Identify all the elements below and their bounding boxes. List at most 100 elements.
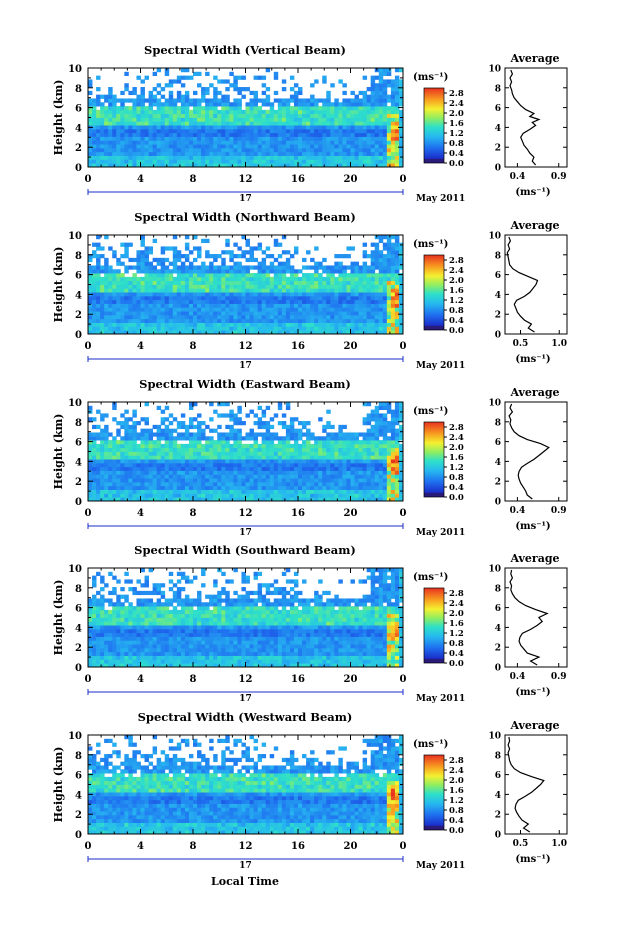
heatmap-cell xyxy=(351,152,355,156)
heatmap-cell xyxy=(88,152,92,156)
heatmap-cell xyxy=(116,311,120,315)
heatmap-cell xyxy=(387,410,391,414)
heatmap-cell xyxy=(262,304,266,308)
heatmap-cell xyxy=(145,265,149,269)
heatmap-cell xyxy=(92,304,96,308)
heatmap-cell xyxy=(177,448,181,452)
heatmap-cell xyxy=(290,118,294,122)
heatmap-cell xyxy=(383,467,387,471)
heatmap-cell xyxy=(266,459,270,463)
heatmap-cell xyxy=(371,459,375,463)
heatmap-cell xyxy=(270,102,274,106)
heatmap-cell xyxy=(221,288,225,292)
heatmap-cell xyxy=(233,323,237,327)
heatmap-cell xyxy=(108,455,112,459)
heatmap-cell xyxy=(306,304,310,308)
heatmap-cell xyxy=(375,471,379,475)
heatmap-cell xyxy=(294,118,298,122)
heatmap-cell xyxy=(314,448,318,452)
heatmap-cell xyxy=(330,478,334,482)
heatmap-cell xyxy=(342,102,346,106)
colorbar-tick-label: 0.0 xyxy=(449,159,464,169)
heatmap-cell xyxy=(193,417,197,421)
heatmap-cell xyxy=(278,144,282,148)
colorbar-unit: (ms⁻¹) xyxy=(413,239,448,250)
heatmap-cell xyxy=(173,304,177,308)
heatmap-cell xyxy=(367,110,371,114)
heatmap-cell xyxy=(217,148,221,152)
heatmap-cell xyxy=(351,118,355,122)
heatmap-cell xyxy=(359,106,363,110)
heatmap-cell xyxy=(149,429,153,433)
heatmap-cell xyxy=(96,254,100,258)
heatmap-cell xyxy=(88,467,92,471)
heatmap-cell xyxy=(383,159,387,163)
heatmap-cell xyxy=(153,118,157,122)
heatmap-cell xyxy=(318,304,322,308)
heatmap-cell xyxy=(193,106,197,110)
heatmap-cell xyxy=(209,114,213,118)
heatmap-cell xyxy=(217,281,221,285)
heatmap-cell xyxy=(120,156,124,160)
heatmap-cell xyxy=(250,300,254,304)
heatmap-cell xyxy=(205,125,209,129)
heatmap-cell xyxy=(108,102,112,106)
heatmap-cell xyxy=(351,455,355,459)
heatmap-cell xyxy=(246,133,250,137)
heatmap-cell xyxy=(169,137,173,141)
heatmap-cell xyxy=(213,133,217,137)
heatmap-cell xyxy=(330,102,334,106)
heatmap-cell xyxy=(359,118,363,122)
date-label: 17 xyxy=(239,361,252,371)
heatmap-cell xyxy=(145,315,149,319)
heatmap-cell xyxy=(132,486,136,490)
heatmap-cell xyxy=(391,288,395,292)
heatmap-cell xyxy=(233,273,237,277)
heatmap-cell xyxy=(233,133,237,137)
heatmap-cell xyxy=(169,292,173,296)
heatmap-cell xyxy=(213,444,217,448)
heatmap-cell xyxy=(391,235,395,239)
heatmap-cell xyxy=(326,106,330,110)
heatmap-cell xyxy=(165,118,169,122)
heatmap-cell xyxy=(375,323,379,327)
heatmap-cell xyxy=(209,455,213,459)
heatmap-cell xyxy=(161,326,165,330)
heatmap-cell xyxy=(346,459,350,463)
heatmap-cell xyxy=(262,486,266,490)
heatmap-cell xyxy=(213,296,217,300)
heatmap-cell xyxy=(318,326,322,330)
heatmap-cell xyxy=(363,307,367,311)
heatmap-cell xyxy=(371,262,375,266)
heatmap-cell xyxy=(120,490,124,494)
heatmap-cell xyxy=(318,467,322,471)
heatmap-cell xyxy=(379,137,383,141)
heatmap-cell xyxy=(379,482,383,486)
heatmap-cell xyxy=(318,114,322,118)
heatmap-cell xyxy=(274,265,278,269)
heatmap-cell xyxy=(165,159,169,163)
heatmap-cell xyxy=(229,83,233,87)
heatmap-cell xyxy=(334,281,338,285)
heatmap-cell xyxy=(266,304,270,308)
heatmap-cell xyxy=(294,285,298,289)
heatmap-cell xyxy=(205,474,209,478)
heatmap-cell xyxy=(96,493,100,497)
heatmap-cell xyxy=(250,148,254,152)
heatmap-cell xyxy=(149,467,153,471)
heatmap-cell xyxy=(294,114,298,118)
heatmap-cell xyxy=(149,490,153,494)
heatmap-cell xyxy=(278,106,282,110)
heatmap-cell xyxy=(217,323,221,327)
heatmap-cell xyxy=(165,452,169,456)
heatmap-cell xyxy=(141,144,145,148)
heatmap-cell xyxy=(278,121,282,125)
heatmap-cell xyxy=(391,304,395,308)
heatmap-cell xyxy=(246,250,250,254)
heatmap-cell xyxy=(141,285,145,289)
heatmap-cell xyxy=(96,326,100,330)
heatmap-cell xyxy=(262,250,266,254)
heatmap-cell xyxy=(241,76,245,80)
heatmap-cell xyxy=(387,326,391,330)
heatmap-cell xyxy=(254,288,258,292)
